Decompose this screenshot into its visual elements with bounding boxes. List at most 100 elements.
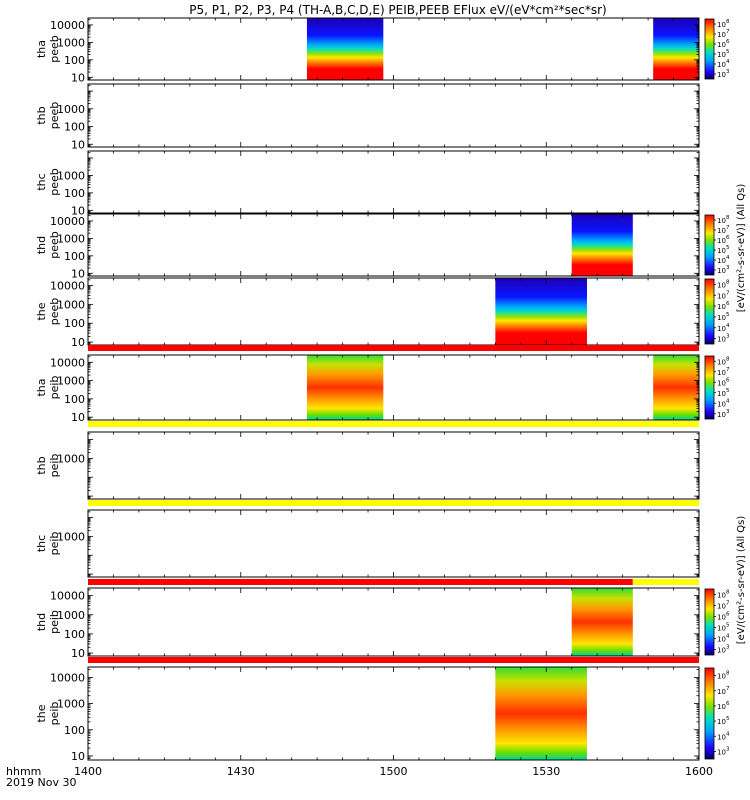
colorbar-tick-exponent: 3 (726, 69, 730, 75)
colorbar-tick-exponent: 6 (726, 612, 730, 618)
y-tick-label: 100 (64, 250, 85, 263)
y-tick-label: 1000 (57, 698, 85, 711)
colorbar-tick-exponent: 4 (726, 398, 730, 404)
colorbar-tick-label: 10 (717, 379, 726, 387)
colorbar-tick-exponent: 3 (726, 334, 730, 340)
colorbar-tick-label: 10 (717, 237, 726, 245)
colorbar-tick-label: 10 (717, 592, 726, 600)
time-axis: hhmm 2019 Nov 30 1400 1430 1500 1530 1600 (6, 765, 713, 789)
panel-frame (87, 150, 700, 214)
spectrogram-block (653, 355, 699, 420)
panel-probe-label: thd (35, 613, 48, 631)
y-tick-label: 1000 (57, 609, 85, 622)
panel-frame (87, 83, 700, 148)
colorbar-tick-label: 10 (717, 71, 726, 79)
y-tick-label: 10 (71, 750, 85, 763)
y-tick-label: 100 (64, 121, 85, 134)
colorbar-tick-exponent: 6 (726, 377, 730, 383)
y-tick-label: 10 (71, 411, 85, 424)
spectrogram-block (571, 214, 633, 276)
colorbar-tick-label: 10 (717, 647, 726, 655)
quality-flag-bar (88, 657, 699, 663)
figure-title: P5, P1, P2, P3, P4 (TH-A,B,C,D,E) PEIB,P… (189, 3, 606, 17)
colorbar-tick-exponent: 4 (726, 255, 730, 261)
panel-frame (87, 509, 700, 578)
colorbar-tick-exponent: 7 (726, 367, 730, 373)
colorbar-tick-label: 10 (717, 369, 726, 377)
ion-units-label: [eV/(cm²-s-sr-eV)] (All Qs) (736, 516, 747, 645)
y-tick-label: 10000 (50, 215, 85, 228)
colorbar-tick-exponent: 8 (726, 215, 730, 221)
y-tick-label: 100 (64, 393, 85, 406)
colorbar-tick-label: 10 (717, 411, 726, 419)
x-tick-label: 1430 (227, 765, 255, 778)
panel-product-label: peib (48, 610, 61, 634)
y-tick-label: 1000 (57, 169, 85, 182)
colorbar-tick-label: 10 (717, 325, 726, 333)
y-tick-label: 10000 (50, 280, 85, 293)
time-axis-label-date: 2019 Nov 30 (6, 776, 76, 789)
panel-frame (87, 17, 700, 81)
y-tick-label: 10000 (50, 19, 85, 32)
y-tick-label: 100 (64, 317, 85, 330)
colorbar-tick-label: 10 (717, 336, 726, 344)
panel-thc-peib: 1000 thc peib (35, 500, 700, 578)
colorbar-tick-label: 10 (717, 625, 726, 633)
panel-product-label: peeb (48, 168, 61, 196)
panel-frame (87, 277, 700, 346)
y-tick-label: 100 (64, 724, 85, 737)
time-axis-label-hhmm: hhmm (6, 765, 41, 778)
spectrogram-block (571, 588, 633, 656)
y-tick-label: 10 (71, 71, 85, 84)
colorbar-tick-label: 10 (717, 748, 726, 756)
colorbar-tick-exponent: 5 (726, 49, 730, 55)
colorbar-tick-exponent: 7 (726, 686, 730, 692)
colorbar-tick-label: 10 (717, 257, 726, 265)
colorbar-tick-label: 10 (717, 21, 726, 29)
y-tick-label: 1000 (57, 452, 85, 465)
panel-probe-label: the (35, 302, 48, 320)
y-tick-label: 100 (64, 54, 85, 67)
colorbar (704, 278, 715, 345)
panel-thb-peeb: 1000 100 10 thb peeb (35, 83, 700, 151)
colorbar-tick-label: 10 (717, 267, 726, 275)
colorbar-tick-label: 10 (717, 281, 726, 289)
colorbar (704, 214, 715, 276)
y-tick-label: 1000 (57, 375, 85, 388)
panel-product-label: peib (48, 532, 61, 556)
colorbar-tick-exponent: 5 (726, 623, 730, 629)
quality-flag-bar (88, 500, 699, 506)
y-tick-label: 1000 (57, 298, 85, 311)
y-tick-label: 100 (64, 187, 85, 200)
panel-thc-peeb: 1000 100 10 thc peeb (35, 150, 700, 217)
colorbar-tick-label: 10 (717, 247, 726, 255)
panel-frame (87, 431, 700, 500)
panel-probe-label: tha (35, 378, 48, 396)
colorbar-tick-exponent: 6 (726, 39, 730, 45)
colorbar-tick-label: 10 (717, 390, 726, 398)
panel-probe-label: thd (35, 236, 48, 254)
colorbar-tick-exponent: 3 (726, 746, 730, 752)
colorbar-tick-label: 10 (717, 400, 726, 408)
panel-probe-label: thc (35, 535, 48, 552)
colorbar (704, 667, 715, 760)
x-tick-label: 1600 (685, 765, 713, 778)
colorbar-tick-label: 10 (717, 292, 726, 300)
colorbar-tick-label: 10 (717, 358, 726, 366)
colorbar (704, 18, 715, 80)
y-tick-label: 10000 (50, 671, 85, 684)
colorbar-tick-label: 10 (717, 636, 726, 644)
colorbar-tick-label: 10 (717, 673, 726, 681)
colorbar-tick-label: 10 (717, 217, 726, 225)
colorbar-tick-label: 10 (717, 51, 726, 59)
panel-probe-label: thb (35, 106, 48, 124)
y-tick-label: 10 (71, 267, 85, 280)
colorbar-tick-label: 10 (717, 41, 726, 49)
colorbar-tick-exponent: 7 (726, 601, 730, 607)
colorbar-tick-exponent: 4 (726, 323, 730, 329)
colorbar-tick-label: 10 (717, 303, 726, 311)
spectrogram-block (495, 667, 587, 760)
